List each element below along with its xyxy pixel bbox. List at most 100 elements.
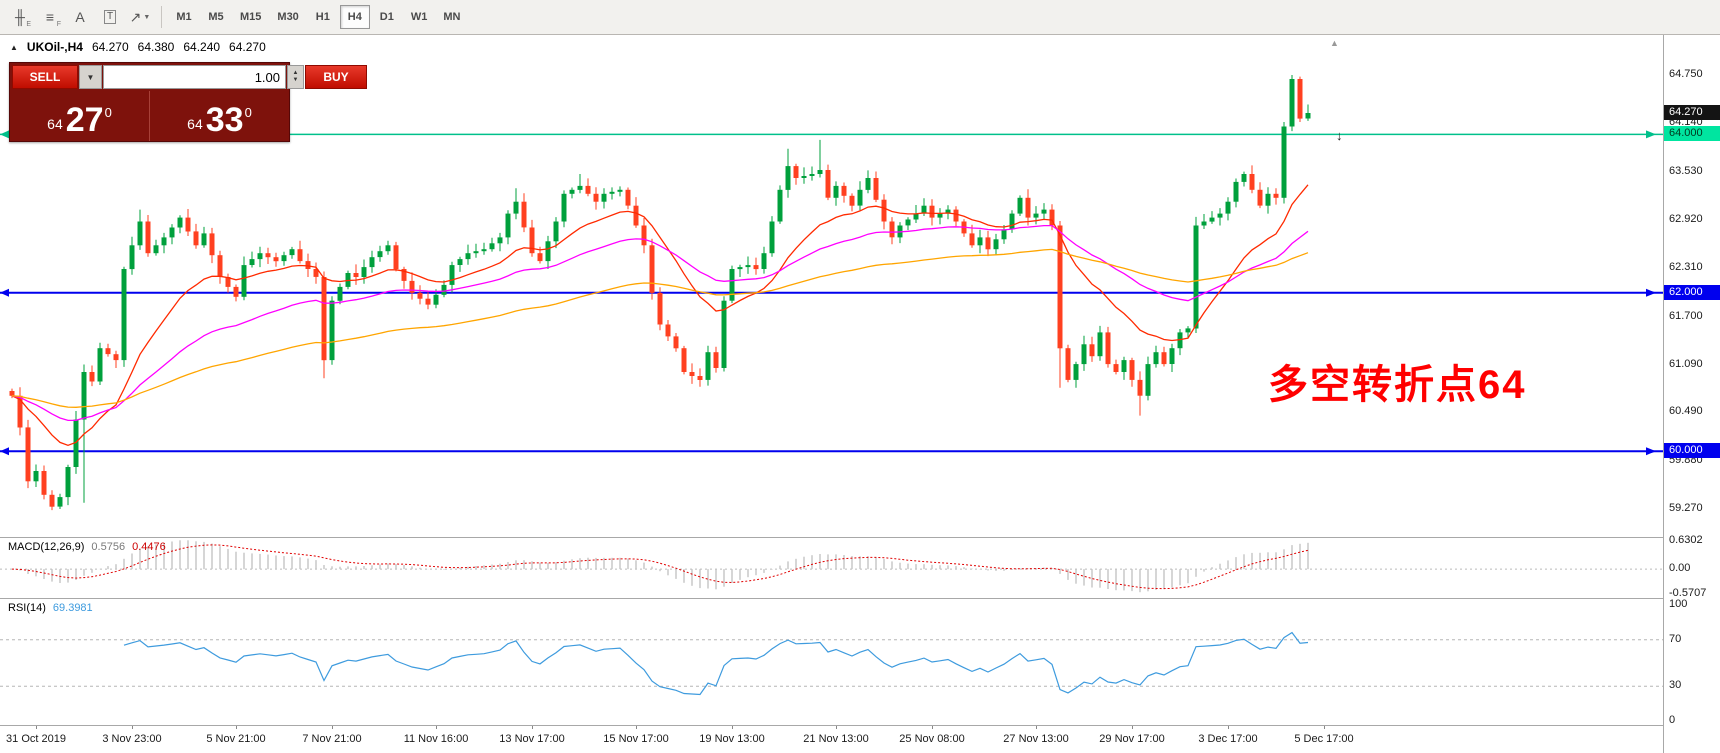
timeframe-button-m5[interactable]: M5 (208, 11, 224, 23)
macd-axis-tick: -0.5707 (1669, 587, 1707, 600)
volume-dropdown-button[interactable]: ▼ (79, 65, 102, 89)
volume-stepper[interactable]: ▲ ▼ (287, 65, 304, 89)
time-axis-tick: 25 Nov 08:00 (899, 733, 965, 745)
time-axis-tickmark (1036, 725, 1037, 729)
time-axis-tickmark (932, 725, 933, 729)
time-axis-tickmark (436, 725, 437, 729)
timeframe-button-m1[interactable]: M1 (176, 11, 192, 23)
time-axis-tickmark (36, 725, 37, 729)
time-axis-tickmark (836, 725, 837, 729)
sell-button[interactable]: SELL (12, 65, 78, 89)
macd-signal-value: 0.4476 (132, 541, 166, 553)
rsi-label: RSI(14) 69.3981 (8, 602, 93, 614)
sell-price-tile[interactable]: 64 27 0 (10, 91, 149, 141)
time-axis-tick: 3 Nov 23:00 (102, 733, 162, 745)
arrow-tool-icon[interactable]: ↗ ▼ (129, 8, 151, 25)
time-axis-tickmark (532, 725, 533, 729)
stepper-up-icon: ▲ (292, 70, 299, 76)
timeframe-button-m15[interactable]: M15 (240, 11, 262, 23)
bid-ask-tiles: 64 27 0 64 33 0 (10, 91, 289, 141)
andrews-pitchfork-icon[interactable]: ╫ E (15, 9, 31, 28)
buy-price-main: 64 (187, 116, 203, 132)
one-click-trading-panel: SELL ▼ ▲ ▼ BUY 64 27 0 64 33 0 (9, 62, 367, 142)
collapse-arrow-icon[interactable]: ▲ (10, 42, 18, 52)
buy-price-sup: 0 (244, 105, 252, 120)
toolbar-separator (161, 6, 162, 28)
pane-separator-macd[interactable] (0, 537, 1720, 538)
symbol-timeframe-label: UKOil-,H4 (26, 40, 83, 54)
rsi-axis-tick: 0 (1669, 714, 1676, 726)
sell-price-big: 27 (65, 100, 104, 139)
time-axis-tick: 3 Dec 17:00 (1198, 733, 1258, 745)
macd-indicator-pane[interactable] (0, 538, 1663, 598)
rsi-axis-tick: 70 (1669, 632, 1682, 645)
sell-price-main: 64 (47, 116, 63, 132)
time-axis-tick: 5 Dec 17:00 (1294, 733, 1354, 745)
level-price-badge: 60.000 (1664, 443, 1720, 459)
ohlc-open: 64.270 (91, 40, 129, 54)
text-box-icon[interactable]: T (96, 4, 124, 30)
chart-shift-marker-icon[interactable]: ▲ (1330, 38, 1339, 48)
ohlc-low: 64.240 (183, 40, 221, 54)
timeframe-button-w1[interactable]: W1 (410, 11, 428, 23)
rsi-axis-tick: 100 (1669, 598, 1688, 610)
ohlc-high: 64.380 (137, 40, 175, 54)
level-price-badge: 64.000 (1664, 126, 1720, 142)
price-axis[interactable]: 64.750 64.140 63.530 62.920 62.310 61.700 61.0… (1663, 35, 1720, 753)
timeframe-button-mn[interactable]: MN (443, 11, 461, 23)
time-axis-tick: 15 Nov 17:00 (603, 733, 669, 745)
price-axis-tick: 64.750 (1669, 68, 1703, 80)
time-axis-tick: 29 Nov 17:00 (1099, 733, 1165, 745)
chart-annotation-text: 多空转折点64 (1268, 363, 1527, 407)
price-chart-pane[interactable] (0, 35, 1663, 537)
time-axis-tickmark (132, 725, 133, 729)
price-axis-tick: 61.700 (1669, 309, 1703, 322)
rsi-indicator-pane[interactable] (0, 599, 1663, 725)
price-axis-tick: 61.090 (1669, 357, 1703, 370)
pane-separator-rsi[interactable] (0, 598, 1720, 599)
level-price-badge: 62.000 (1664, 284, 1720, 300)
candlestick-series (9, 75, 1311, 511)
macd-axis-tick: 0.00 (1669, 562, 1691, 575)
ohlc-close: 64.270 (229, 40, 266, 54)
toolbar: ╫ E ≡ F A T ↗ ▼ M1 M5 M15 M30 H1 H4 D1 W1 MN (0, 0, 1720, 35)
time-axis-tick: 11 Nov 16:00 (403, 733, 469, 745)
ma-fast-red (11, 184, 1309, 446)
ma-mid-magenta (11, 224, 1309, 422)
price-axis-tick: 59.270 (1669, 502, 1703, 515)
time-axis-tick: 27 Nov 13:00 (1003, 733, 1069, 745)
timeframe-button-h1[interactable]: H1 (315, 11, 330, 23)
volume-input[interactable] (103, 65, 286, 89)
time-axis-tick: 7 Nov 21:00 (302, 733, 362, 745)
timeframe-button-d1[interactable]: D1 (379, 11, 394, 23)
rsi-value: 69.3981 (52, 602, 93, 614)
rsi-title: RSI(14) (8, 602, 46, 614)
time-axis-tickmark (1324, 725, 1325, 729)
time-axis-tick: 21 Nov 13:00 (803, 733, 869, 745)
stepper-down-icon: ▼ (292, 77, 299, 83)
macd-axis-tick: 0.6302 (1669, 534, 1703, 547)
time-axis-tickmark (732, 725, 733, 729)
last-price-arrow-icon: ↓ (1336, 128, 1343, 143)
time-axis-tickmark (1228, 725, 1229, 729)
text-label-icon[interactable]: A (75, 9, 85, 25)
buy-button[interactable]: BUY (305, 65, 367, 89)
fibonacci-lines-icon[interactable]: ≡ F (45, 9, 61, 28)
price-axis-tick: 62.920 (1669, 212, 1703, 225)
price-axis-tick: 62.310 (1669, 261, 1703, 274)
timeframe-button-m30[interactable]: M30 (277, 11, 299, 23)
time-axis-tick: 19 Nov 13:00 (699, 733, 765, 745)
time-axis-tickmark (236, 725, 237, 729)
buy-price-tile[interactable]: 64 33 0 (149, 91, 289, 141)
ma-slow-orange (11, 248, 1309, 408)
time-axis-tickmark (1132, 725, 1133, 729)
timeframe-button-h4[interactable]: H4 (339, 5, 370, 29)
last-price-badge: 64.270 (1664, 105, 1720, 121)
time-axis-tick: 31 Oct 2019 (6, 733, 66, 745)
time-axis-tickmark (332, 725, 333, 729)
time-axis-tickmark (636, 725, 637, 729)
macd-title: MACD(12,26,9) (8, 541, 85, 553)
time-axis[interactable]: 31 Oct 2019 3 Nov 23:00 5 Nov 21:00 7 Nov 2… (0, 725, 1663, 753)
sell-price-sup: 0 (104, 105, 112, 120)
